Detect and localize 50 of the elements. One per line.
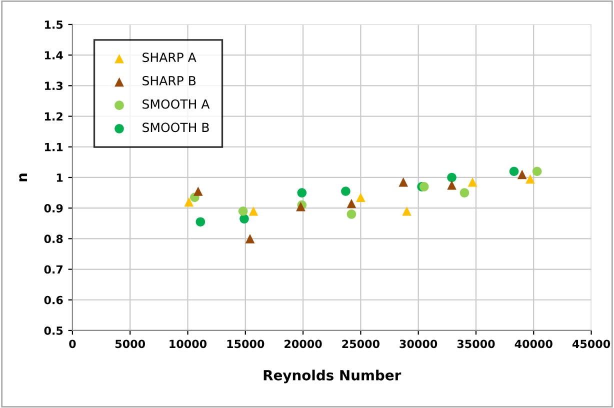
legend-label: SHARP B [142,76,196,86]
point [193,186,203,196]
legend-label: SMOOTH A [142,99,210,109]
y-tick-label: 1.4 [44,51,63,60]
y-tick-label: 1.1 [44,143,63,152]
point [248,206,258,216]
y-tick-label: 1.2 [44,112,62,120]
point [184,197,194,207]
legend-label: SMOOTH B [142,122,209,132]
point [398,177,408,187]
x-tick-label: 40000 [514,340,552,348]
point [419,182,429,192]
point [240,214,249,224]
y-tick-label: 0.9 [44,204,63,212]
x-tick-label: 35000 [457,340,495,348]
point [341,186,350,196]
y-tick-label: 0.7 [44,265,63,274]
point [297,188,307,198]
point [517,170,527,180]
point [532,166,542,176]
point [447,180,456,190]
x-tick-label: 5000 [115,340,146,348]
x-tick-label: 15000 [227,340,264,348]
point [245,234,255,244]
legend-label: SHARP A [142,52,196,62]
x-tick-label: 0 [69,340,76,348]
x-tick-label: 30000 [400,340,438,348]
x-tick-label: 10000 [170,340,207,348]
x-axis-title: Reynolds Number [264,370,402,384]
point [509,166,519,176]
x-tick-label: 25000 [342,340,380,348]
y-tick-label: 1 [56,174,63,182]
y-tick-label: 1.5 [44,20,63,29]
y-axis-title: n [19,174,27,182]
point [238,206,248,216]
x-tick-label: 20000 [284,340,322,348]
y-tick-label: 0.6 [44,296,63,304]
y-tick-label: 0.5 [44,326,63,335]
point [460,188,470,198]
point [468,177,478,187]
y-tick-label: 0.8 [44,234,63,244]
point [346,198,356,208]
x-tick-label: 45000 [572,340,610,348]
point [526,174,535,184]
point [346,210,356,219]
point [196,217,206,227]
point [356,192,366,202]
y-tick-label: 1.3 [44,82,63,90]
point [447,172,456,182]
point [402,206,412,216]
